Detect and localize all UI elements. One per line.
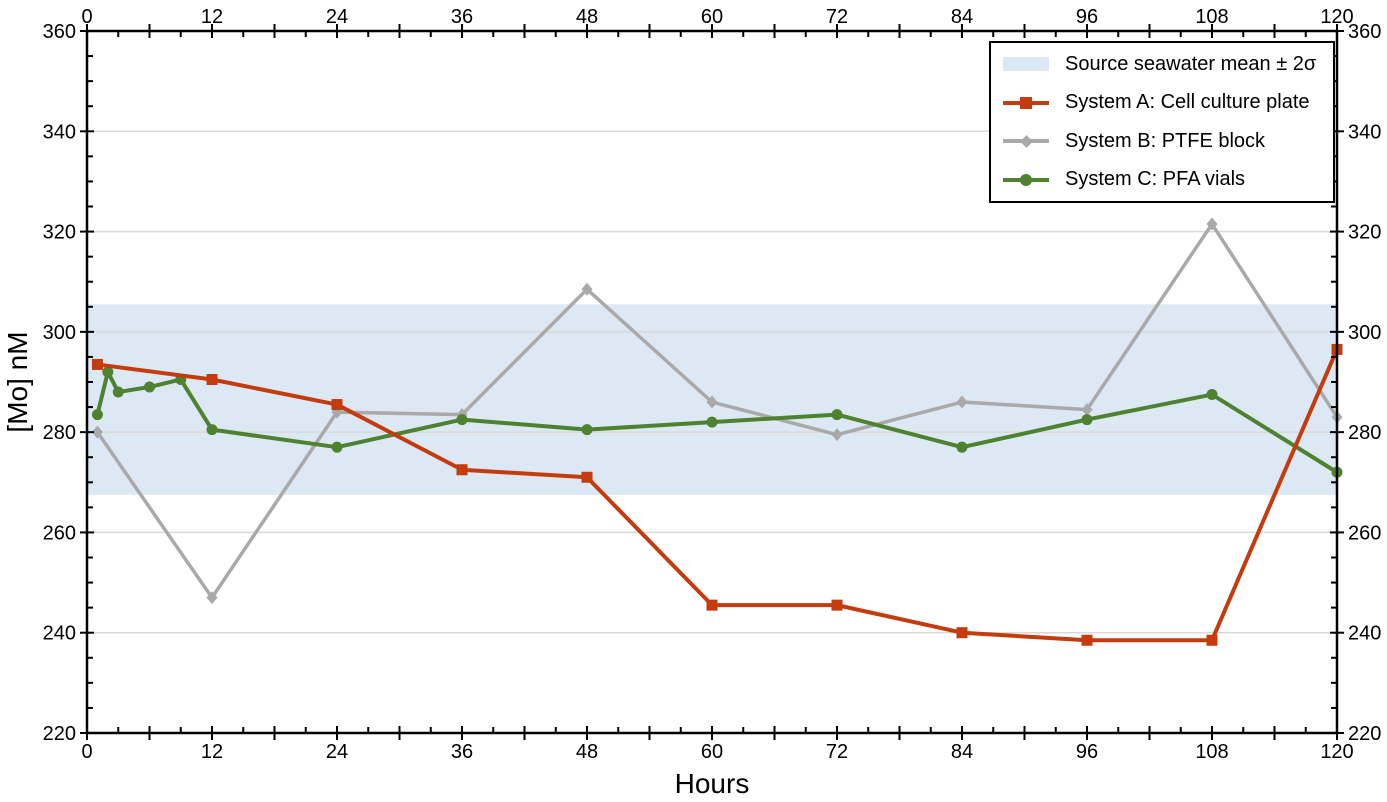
data-point xyxy=(1206,389,1218,401)
data-point xyxy=(831,409,843,421)
data-point xyxy=(581,471,593,483)
x-axis-title: Hours xyxy=(675,768,750,799)
y-tick-label: 300 xyxy=(43,322,76,344)
data-point xyxy=(706,599,718,611)
data-point xyxy=(1206,634,1218,646)
legend-row-band: Source seawater mean ± 2σ xyxy=(1003,45,1325,83)
band-fill xyxy=(1003,57,1049,72)
data-point xyxy=(91,409,103,421)
data-point xyxy=(956,395,968,409)
data-point xyxy=(456,414,468,426)
system-a-line-icon xyxy=(1003,95,1049,111)
y-tick-label-right: 320 xyxy=(1348,222,1381,244)
x-tick-label-top: 120 xyxy=(1320,6,1353,28)
x-tick-label: 60 xyxy=(701,741,723,763)
x-tick-label-top: 60 xyxy=(701,6,723,28)
data-point xyxy=(206,373,218,385)
y-tick-label-right: 340 xyxy=(1348,121,1381,143)
x-tick-label-top: 108 xyxy=(1195,6,1228,28)
x-tick-label: 120 xyxy=(1320,741,1353,763)
data-point xyxy=(331,399,343,411)
data-point xyxy=(456,464,468,476)
data-point xyxy=(331,441,343,453)
y-tick-label: 320 xyxy=(43,222,76,244)
data-point xyxy=(706,416,718,428)
x-tick-label: 108 xyxy=(1195,741,1228,763)
x-tick-label-top: 24 xyxy=(326,6,348,28)
data-point xyxy=(1081,634,1093,646)
data-point xyxy=(956,441,968,453)
series-system-c xyxy=(91,366,1343,478)
data-point xyxy=(91,425,103,439)
system-c-line-icon xyxy=(1003,172,1049,188)
data-point xyxy=(91,358,103,370)
x-tick-label-top: 84 xyxy=(951,6,973,28)
x-tick-label-top: 72 xyxy=(826,6,848,28)
legend-row-system-c: System C: PFA vials xyxy=(1003,161,1325,199)
y-axis-title: [Mo] nM xyxy=(2,331,33,432)
y-tick-label: 220 xyxy=(43,723,76,745)
x-tick-label: 12 xyxy=(201,741,223,763)
data-point xyxy=(206,424,218,436)
y-tick-label-right: 360 xyxy=(1348,21,1381,43)
y-tick-label: 280 xyxy=(43,422,76,444)
plot-frame xyxy=(85,29,1339,735)
x-tick-label: 24 xyxy=(326,741,348,763)
data-point xyxy=(102,366,114,378)
data-point xyxy=(144,381,155,393)
data-point xyxy=(1081,414,1093,426)
x-tick-label-top: 12 xyxy=(201,6,223,28)
y-tick-label: 240 xyxy=(43,623,76,645)
legend-label-system-a: System A: Cell culture plate xyxy=(1065,91,1310,114)
legend: Source seawater mean ± 2σ System A: Cell… xyxy=(989,41,1335,203)
data-point xyxy=(1081,403,1093,417)
circle-marker-icon xyxy=(1020,173,1032,186)
y-tick-label: 340 xyxy=(43,121,76,143)
x-tick-label: 36 xyxy=(451,741,473,763)
y-tick-label-right: 220 xyxy=(1348,723,1381,745)
legend-label-band: Source seawater mean ± 2σ xyxy=(1065,52,1317,75)
x-tick-label: 84 xyxy=(951,741,973,763)
system-b-line-icon xyxy=(1003,133,1049,149)
y-tick-label: 260 xyxy=(43,522,76,544)
legend-label-system-c: System C: PFA vials xyxy=(1065,168,1246,191)
data-point xyxy=(206,591,218,605)
data-point xyxy=(956,627,968,639)
y-tick-label-right: 240 xyxy=(1348,623,1381,645)
x-tick-label: 0 xyxy=(81,741,92,763)
legend-row-system-a: System A: Cell culture plate xyxy=(1003,84,1325,122)
data-point xyxy=(706,395,718,409)
data-point xyxy=(581,424,593,436)
tick-labels-group: 0 0 12 12 24 24 36 36 48 48 60 60 72 72 84 84 96 96 108 108… xyxy=(43,6,1382,763)
x-tick-label-top: 36 xyxy=(451,6,473,28)
y-tick-label-right: 280 xyxy=(1348,422,1381,444)
data-point xyxy=(1206,217,1218,231)
x-tick-label-top: 0 xyxy=(81,6,92,28)
series-group xyxy=(91,217,1343,646)
y-tick-label: 360 xyxy=(43,21,76,43)
y-tick-label-right: 260 xyxy=(1348,522,1381,544)
data-point xyxy=(831,428,843,442)
series-system-a xyxy=(91,343,1343,646)
data-point xyxy=(112,386,124,398)
x-tick-label: 72 xyxy=(826,741,848,763)
legend-label-system-b: System B: PTFE block xyxy=(1065,129,1266,152)
x-tick-label: 96 xyxy=(1076,741,1098,763)
diamond-marker-icon xyxy=(1020,135,1033,149)
x-tick-label-top: 48 xyxy=(576,6,598,28)
x-tick-label-top: 96 xyxy=(1076,6,1098,28)
legend-row-system-b: System B: PTFE block xyxy=(1003,122,1325,160)
axes-group xyxy=(80,24,1344,740)
data-point xyxy=(581,282,593,296)
x-tick-label: 48 xyxy=(576,741,598,763)
band-swatch-icon xyxy=(1003,56,1049,72)
y-tick-label-right: 300 xyxy=(1348,322,1381,344)
data-point xyxy=(831,599,843,611)
square-marker-icon xyxy=(1020,96,1032,109)
